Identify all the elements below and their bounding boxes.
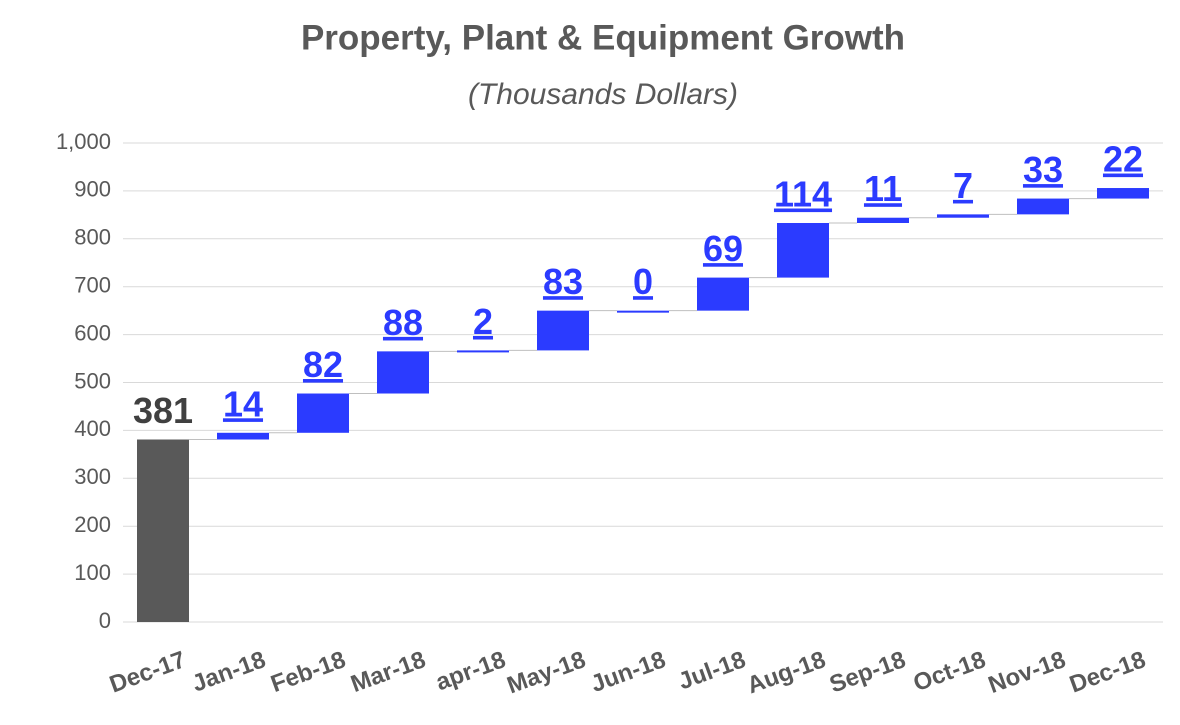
data-label: 114 — [774, 174, 832, 215]
y-tick-label: 1,000 — [56, 129, 111, 154]
bar — [1097, 188, 1149, 199]
bar — [137, 439, 189, 622]
data-label: 11 — [864, 168, 902, 209]
data-label: 88 — [383, 302, 423, 343]
x-tick-label: Jun-18 — [587, 646, 669, 698]
y-tick-label: 400 — [74, 416, 111, 441]
data-label: 0 — [633, 261, 653, 302]
data-label: 83 — [543, 261, 583, 302]
bar — [537, 310, 589, 351]
x-tick-label: Sep-18 — [826, 646, 909, 698]
bar — [777, 222, 829, 278]
y-tick-label: 900 — [74, 177, 111, 202]
x-tick-label: May-18 — [504, 646, 590, 699]
data-label: 14 — [223, 383, 263, 424]
x-tick-label: Dec-18 — [1066, 646, 1149, 698]
y-tick-label: 500 — [74, 368, 111, 393]
bar — [217, 432, 269, 440]
bar — [297, 393, 349, 433]
x-tick-label: Oct-18 — [910, 646, 989, 697]
data-label: 82 — [303, 344, 343, 385]
y-tick-label: 100 — [74, 560, 111, 585]
x-tick-label: Nov-18 — [985, 646, 1069, 699]
data-label: 7 — [953, 165, 973, 206]
y-tick-label: 0 — [99, 608, 111, 633]
y-tick-label: 700 — [74, 273, 111, 298]
x-tick-label: Mar-18 — [347, 646, 429, 698]
y-tick-label: 600 — [74, 320, 111, 345]
chart-title: Property, Plant & Equipment Growth — [301, 18, 905, 57]
x-tick-label: Aug-18 — [744, 646, 830, 699]
y-tick-label: 200 — [74, 512, 111, 537]
bar — [377, 351, 429, 394]
data-label: 22 — [1103, 139, 1143, 180]
x-tick-label: apr-18 — [432, 646, 509, 696]
x-tick-label: Dec-17 — [106, 646, 189, 698]
x-tick-label: Jan-18 — [189, 646, 270, 697]
data-label: 33 — [1023, 149, 1063, 190]
data-label: 2 — [473, 301, 493, 342]
x-tick-label: Jul-18 — [675, 646, 749, 695]
bar — [697, 277, 749, 311]
y-tick-label: 800 — [74, 225, 111, 250]
bar — [617, 310, 669, 313]
data-label: 69 — [703, 228, 743, 269]
y-tick-label: 300 — [74, 464, 111, 489]
bar — [937, 214, 989, 218]
bar — [1017, 198, 1069, 215]
chart-subtitle: (Thousands Dollars) — [468, 78, 738, 111]
bar — [857, 217, 909, 223]
x-tick-label: Feb-18 — [267, 646, 349, 698]
bar — [457, 350, 509, 353]
data-label: 381 — [133, 390, 193, 431]
